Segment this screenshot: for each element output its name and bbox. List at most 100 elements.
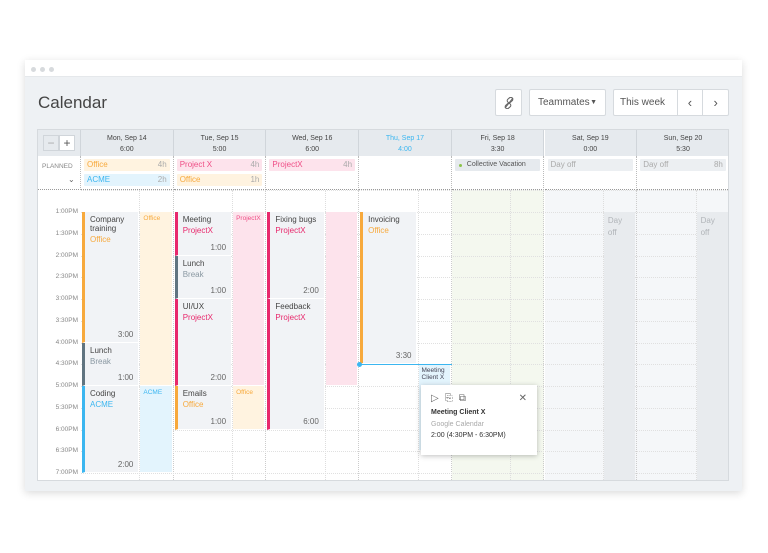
copy-icon[interactable]: ⎘ <box>444 393 453 404</box>
link-icon <box>504 96 513 109</box>
planned-name: ACME <box>87 175 111 184</box>
event-popup: ▷ ⎘ ⧉ ✕ Meeting Client X Google Calendar… <box>421 385 537 455</box>
planned-name: Project X <box>179 160 213 169</box>
grid-line <box>81 407 728 409</box>
calendar-event[interactable]: Coding ACME 2:00 <box>82 386 139 473</box>
planned-chip[interactable]: Project X 4h <box>176 159 263 171</box>
this-week-button[interactable]: This week <box>620 97 666 108</box>
popup-time: 2:00 (4:30PM - 6:30PM) <box>431 432 506 439</box>
calendar-event[interactable]: Invoicing Office 3:30 <box>360 212 417 365</box>
calendar-event[interactable]: Feedback ProjectX 6:00 <box>267 299 324 430</box>
side-block[interactable] <box>325 212 358 385</box>
event-project: Office <box>90 235 111 244</box>
grid-line <box>81 386 728 387</box>
zoom-out-button[interactable]: − <box>43 135 59 151</box>
planned-chip[interactable]: Office 4h <box>84 159 170 171</box>
zoom-in-button[interactable]: + <box>59 135 75 151</box>
day-total: 3:30 <box>490 146 505 153</box>
column-divider <box>139 190 141 480</box>
day-header[interactable]: Thu, Sep 17 4:00 <box>359 130 452 156</box>
prev-week-button[interactable]: ‹ <box>676 90 703 115</box>
event-duration: 1:00 <box>210 286 227 295</box>
event-title: Meeting <box>182 215 212 224</box>
calendar-event[interactable]: Fixing bugs ProjectX 2:00 <box>267 212 324 299</box>
planned-hours: 8h <box>713 160 723 169</box>
column-divider <box>324 190 326 480</box>
calendar-event[interactable]: UI/UX ProjectX 2:00 <box>174 299 232 386</box>
grid-line <box>81 190 728 192</box>
planned-chip[interactable]: Collective Vacation <box>454 159 541 171</box>
planned-chip[interactable]: ProjectX 4h <box>269 159 356 171</box>
calendar-event[interactable]: Lunch Break 1:00 <box>174 255 232 299</box>
calendar-event[interactable]: Meeting ProjectX 1:00 <box>174 212 232 256</box>
link-button[interactable] <box>495 89 522 116</box>
event-duration: 1:00 <box>117 373 134 382</box>
event-title: Feedback <box>275 302 311 311</box>
day-header[interactable]: Tue, Sep 15 5:00 <box>173 130 267 156</box>
calendar-grid: − + PLANNED ⌄ Mon, Sep 14 6:00 Office 4h ACM… <box>37 129 729 481</box>
time-label: 5:00PM <box>55 382 78 389</box>
planned-name: Office <box>87 160 108 169</box>
day-total: 6:00 <box>120 146 134 153</box>
day-header[interactable]: Mon, Sep 14 6:00 <box>81 130 174 156</box>
planned-chip[interactable]: Office 1h <box>176 174 263 186</box>
time-label: 2:00PM <box>55 251 78 259</box>
event-project: ProjectX <box>275 313 306 322</box>
side-block[interactable]: ACME <box>140 386 172 472</box>
calendar-event[interactable]: Emails Office 1:00 <box>174 386 232 430</box>
planned-label-cell: PLANNED ⌄ <box>38 156 81 190</box>
grid-line <box>81 473 728 474</box>
day-total: 5:00 <box>212 146 227 153</box>
day-total: 0:00 <box>583 146 598 153</box>
day-total: 6:00 <box>305 146 320 153</box>
time-label: 4:00PM <box>55 338 78 346</box>
open-external-icon[interactable]: ⧉ <box>458 393 466 404</box>
event-duration: 2:00 <box>210 373 227 382</box>
event-project: Office <box>182 400 204 409</box>
time-label: 3:00PM <box>55 295 78 302</box>
column-divider <box>695 190 697 480</box>
day-label: Tue, Sep 15 <box>200 135 239 142</box>
planned-cell: Day off 8h <box>637 156 728 190</box>
teammates-dropdown[interactable]: Teammates ▼ <box>529 89 606 116</box>
planned-name: Collective Vacation <box>466 161 526 168</box>
day-label: Thu, Sep 17 <box>385 135 424 142</box>
time-label: 5:30PM <box>55 403 78 411</box>
day-label: Mon, Sep 14 <box>106 135 147 142</box>
day-header[interactable]: Sun, Sep 20 5:30 <box>637 130 728 156</box>
current-time-line <box>359 364 452 366</box>
planned-name: Day off <box>550 160 576 169</box>
play-icon[interactable]: ▷ <box>431 393 439 404</box>
calendar-window: Calendar Teammates ▼ This week ‹ › − + P… <box>25 60 742 491</box>
event-duration: 1:00 <box>210 242 227 252</box>
side-block[interactable]: Day off <box>696 212 728 480</box>
event-project: Break <box>182 269 204 279</box>
planned-chip[interactable]: Day off <box>547 159 634 171</box>
side-block[interactable]: ProjectX <box>233 212 265 385</box>
side-block[interactable]: Office <box>233 386 265 429</box>
calendar-event[interactable]: Lunch Break 1:00 <box>82 342 139 386</box>
side-block[interactable]: Day off <box>603 212 636 480</box>
side-block[interactable]: Office <box>140 212 172 385</box>
planned-chip[interactable]: Day off 8h <box>640 159 726 171</box>
event-title: Coding <box>90 389 116 398</box>
day-header[interactable]: Sat, Sep 19 0:00 <box>544 130 638 156</box>
day-label: Sun, Sep 20 <box>663 135 703 142</box>
planned-cell: Project X 4h Office 1h <box>173 156 267 190</box>
next-week-button[interactable]: › <box>702 90 728 115</box>
column-divider <box>232 190 234 480</box>
window-dot <box>40 67 45 72</box>
planned-hours: 1h <box>250 175 260 184</box>
time-label: 1:30PM <box>55 229 78 237</box>
event-title: UI/UX <box>182 302 205 311</box>
window-titlebar <box>25 60 742 77</box>
chevron-down-icon[interactable]: ⌄ <box>68 175 75 184</box>
planned-hours: 4h <box>157 160 167 169</box>
planned-chip[interactable]: ACME 2h <box>84 174 170 186</box>
calendar-event[interactable]: Company training Office 3:00 <box>82 212 139 343</box>
day-header[interactable]: Wed, Sep 16 6:00 <box>266 130 360 156</box>
time-label: 3:30PM <box>55 316 78 324</box>
close-icon[interactable]: ✕ <box>518 393 527 404</box>
day-header[interactable]: Fri, Sep 18 3:30 <box>451 130 545 156</box>
day-label: Fri, Sep 18 <box>480 135 515 142</box>
